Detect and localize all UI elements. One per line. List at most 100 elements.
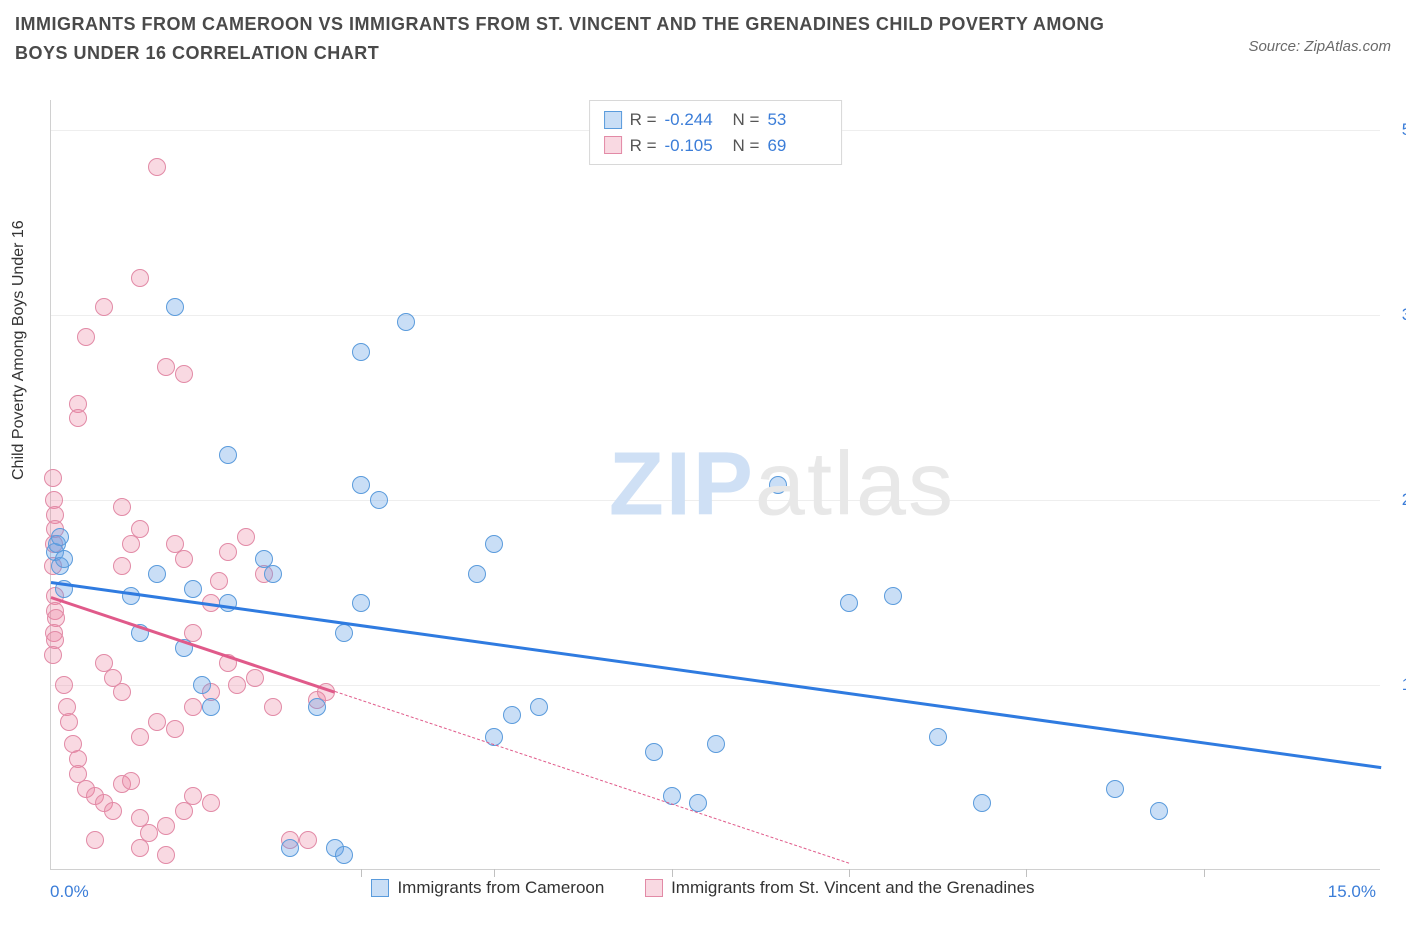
legend-swatch-pink: [645, 879, 663, 897]
data-point: [370, 491, 388, 509]
data-point: [219, 446, 237, 464]
source-label: Source: ZipAtlas.com: [1248, 38, 1391, 55]
data-point: [113, 683, 131, 701]
data-point: [299, 831, 317, 849]
y-axis-label: Child Poverty Among Boys Under 16: [10, 220, 28, 480]
data-point: [335, 624, 353, 642]
trend-line: [335, 691, 850, 864]
n-value: 69: [767, 133, 827, 159]
bottom-legend: Immigrants from Cameroon Immigrants from…: [0, 878, 1406, 902]
data-point: [157, 817, 175, 835]
data-point: [219, 594, 237, 612]
data-point: [485, 535, 503, 553]
data-point: [148, 158, 166, 176]
legend-label: Immigrants from Cameroon: [397, 878, 604, 898]
data-point: [148, 565, 166, 583]
data-point: [1106, 780, 1124, 798]
data-point: [104, 802, 122, 820]
legend-stats-row-0: R = -0.244 N = 53: [604, 107, 828, 133]
y-tick-label: 50.0%: [1390, 120, 1406, 140]
x-tick: [494, 869, 495, 877]
data-point: [884, 587, 902, 605]
data-point: [929, 728, 947, 746]
data-point: [184, 580, 202, 598]
trend-line: [51, 596, 336, 694]
data-point: [352, 594, 370, 612]
r-value: -0.244: [665, 107, 725, 133]
y-tick-label: 37.5%: [1390, 305, 1406, 325]
plot-surface: 12.5%25.0%37.5%50.0%: [51, 100, 1380, 869]
data-point: [113, 498, 131, 516]
data-point: [308, 698, 326, 716]
legend-swatch-blue: [604, 111, 622, 129]
data-point: [166, 720, 184, 738]
data-point: [122, 535, 140, 553]
r-label: R =: [630, 133, 657, 159]
data-point: [707, 735, 725, 753]
data-point: [530, 698, 548, 716]
data-point: [166, 298, 184, 316]
x-tick: [1204, 869, 1205, 877]
data-point: [131, 728, 149, 746]
data-point: [184, 787, 202, 805]
data-point: [264, 565, 282, 583]
y-tick-label: 25.0%: [1390, 490, 1406, 510]
legend-stats-box: R = -0.244 N = 53 R = -0.105 N = 69: [589, 100, 843, 165]
data-point: [122, 772, 140, 790]
data-point: [148, 713, 166, 731]
n-label: N =: [733, 133, 760, 159]
data-point: [55, 676, 73, 694]
data-point: [1150, 802, 1168, 820]
legend-item-0: Immigrants from Cameroon: [371, 878, 604, 898]
data-point: [202, 698, 220, 716]
data-point: [175, 365, 193, 383]
data-point: [645, 743, 663, 761]
data-point: [352, 476, 370, 494]
data-point: [468, 565, 486, 583]
legend-item-1: Immigrants from St. Vincent and the Gren…: [645, 878, 1034, 898]
gridline: [51, 500, 1380, 501]
data-point: [769, 476, 787, 494]
chart-area: 12.5%25.0%37.5%50.0% ZIPatlas R = -0.244…: [50, 100, 1380, 870]
data-point: [131, 269, 149, 287]
data-point: [55, 550, 73, 568]
data-point: [219, 543, 237, 561]
data-point: [175, 550, 193, 568]
data-point: [95, 298, 113, 316]
x-tick: [849, 869, 850, 877]
data-point: [973, 794, 991, 812]
chart-title: IMMIGRANTS FROM CAMEROON VS IMMIGRANTS F…: [15, 10, 1115, 68]
data-point: [69, 409, 87, 427]
data-point: [60, 713, 78, 731]
data-point: [157, 358, 175, 376]
data-point: [131, 839, 149, 857]
data-point: [281, 839, 299, 857]
data-point: [840, 594, 858, 612]
data-point: [86, 831, 104, 849]
gridline: [51, 315, 1380, 316]
x-tick: [361, 869, 362, 877]
data-point: [202, 794, 220, 812]
data-point: [237, 528, 255, 546]
data-point: [503, 706, 521, 724]
data-point: [228, 676, 246, 694]
legend-label: Immigrants from St. Vincent and the Gren…: [671, 878, 1034, 898]
legend-stats-row-1: R = -0.105 N = 69: [604, 133, 828, 159]
data-point: [193, 676, 211, 694]
data-point: [246, 669, 264, 687]
data-point: [397, 313, 415, 331]
data-point: [44, 469, 62, 487]
x-tick: [672, 869, 673, 877]
data-point: [210, 572, 228, 590]
data-point: [335, 846, 353, 864]
r-label: R =: [630, 107, 657, 133]
data-point: [51, 528, 69, 546]
data-point: [184, 698, 202, 716]
x-tick: [1026, 869, 1027, 877]
data-point: [77, 328, 95, 346]
data-point: [264, 698, 282, 716]
y-tick-label: 12.5%: [1390, 675, 1406, 695]
n-label: N =: [733, 107, 760, 133]
legend-swatch-pink: [604, 136, 622, 154]
data-point: [157, 846, 175, 864]
